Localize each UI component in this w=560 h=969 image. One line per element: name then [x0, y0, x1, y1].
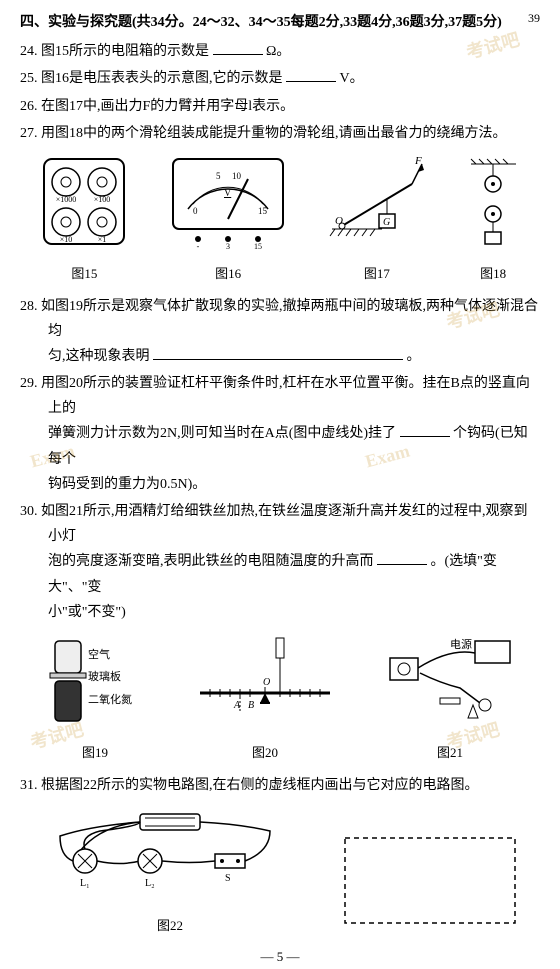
q28-text1: 如图19所示是观察气体扩散现象的实验,撤掉两瓶中间的玻璃板,两种气体逐渐混合均: [41, 299, 538, 339]
fig17-svg: O F G: [327, 154, 427, 249]
fig20-svg: O A B: [190, 633, 340, 728]
svg-text:15: 15: [254, 242, 262, 249]
svg-text:O: O: [335, 215, 343, 227]
q30-blank: [377, 549, 427, 565]
svg-text:10: 10: [232, 171, 242, 181]
fig22-label: 图22: [40, 914, 300, 937]
q27-num: 27.: [20, 126, 38, 141]
svg-text:O: O: [263, 677, 270, 688]
q30-text1: 如图21所示,用酒精灯给细铁丝加热,在铁丝温度逐渐升高并发红的过程中,观察到小灯: [41, 504, 528, 544]
figures-row-1: ×1000 ×100 ×10 ×1 图15 0 5 10 15 V - 3 15…: [20, 154, 540, 286]
q25-blank: [286, 66, 336, 82]
q24-blank: [213, 39, 263, 55]
answer-box-svg: [340, 833, 520, 928]
fig21-label: 图21: [380, 741, 520, 764]
fig16-label: 图16: [168, 262, 288, 285]
question-31: 31. 根据图22所示的实物电路图,在右侧的虚线框内画出与它对应的电路图。: [20, 773, 540, 798]
fig16-svg: 0 5 10 15 V - 3 15: [168, 154, 288, 249]
svg-text:L₁: L₁: [80, 878, 90, 889]
fig18-svg: [466, 154, 521, 249]
q28-blank: [153, 344, 403, 360]
fig20-label: 图20: [190, 741, 340, 764]
svg-text:G: G: [383, 217, 390, 228]
svg-text:0: 0: [193, 206, 198, 216]
svg-text:玻璃板: 玻璃板: [88, 669, 121, 683]
fig17-label: 图17: [327, 262, 427, 285]
q29-text1: 用图20所示的装置验证杠杆平衡条件时,杠杆在水平位置平衡。挂在B点的竖直向上的: [41, 376, 530, 416]
fig19-label: 图19: [40, 741, 150, 764]
question-25: 25. 图16是电压表表头的示意图,它的示数是 V。: [20, 66, 540, 91]
q28-after: 。: [407, 349, 421, 364]
question-26: 26. 在图17中,画出力F的力臂并用字母l表示。: [20, 94, 540, 119]
svg-text:L₂: L₂: [145, 878, 155, 889]
figure-19: 空气 玻璃板 二氧化氮 图19: [40, 633, 150, 765]
svg-text:F: F: [414, 155, 422, 167]
q30-num: 30.: [20, 504, 38, 519]
figure-16: 0 5 10 15 V - 3 15 图16: [168, 154, 288, 286]
question-28: 28. 如图19所示是观察气体扩散现象的实验,撤掉两瓶中间的玻璃板,两种气体逐渐…: [20, 294, 540, 370]
q25-text: 图16是电压表表头的示意图,它的示数是: [41, 71, 283, 86]
svg-text:二氧化氮: 二氧化氮: [88, 692, 132, 706]
q25-unit: V。: [340, 71, 364, 86]
fig15-svg: ×1000 ×100 ×10 ×1: [39, 154, 129, 249]
figures-row-2: 空气 玻璃板 二氧化氮 图19 O A B 图20 电源: [20, 633, 540, 765]
svg-text:空气: 空气: [88, 647, 110, 661]
figure-15: ×1000 ×100 ×10 ×1 图15: [39, 154, 129, 286]
svg-text:电源: 电源: [450, 637, 472, 651]
q26-text: 在图17中,画出力F的力臂并用字母l表示。: [41, 99, 294, 114]
page-top-number: 39: [528, 8, 540, 30]
q31-text: 根据图22所示的实物电路图,在右侧的虚线框内画出与它对应的电路图。: [41, 778, 479, 793]
svg-text:5: 5: [216, 171, 221, 181]
section-header: 四、实验与探究题(共34分。24～32、34～35每题2分,33题4分,36题3…: [20, 10, 540, 35]
q25-num: 25.: [20, 71, 38, 86]
svg-text:3: 3: [226, 242, 230, 249]
figure-17: O F G 图17: [327, 154, 427, 286]
figure-20: O A B 图20: [190, 633, 340, 765]
figure-22: L₁ L₂ S 图22: [40, 806, 300, 938]
svg-text:×10: ×10: [60, 235, 73, 244]
q30-text3: 小"或"不变"): [48, 605, 126, 620]
q24-text: 图15所示的电阻箱的示数是: [41, 44, 209, 59]
svg-text:×1000: ×1000: [56, 195, 77, 204]
svg-text:S: S: [225, 873, 231, 884]
q29-blank: [400, 421, 450, 437]
question-27: 27. 用图18中的两个滑轮组装成能提升重物的滑轮组,请画出最省力的绕绳方法。: [20, 121, 540, 146]
fig18-label: 图18: [466, 262, 521, 285]
svg-text:15: 15: [258, 206, 268, 216]
question-24: 24. 图15所示的电阻箱的示数是 Ω。: [20, 39, 540, 64]
figures-row-3: L₁ L₂ S 图22: [20, 806, 540, 938]
q29-text4: 钩码受到的重力为0.5N)。: [48, 477, 206, 492]
q28-num: 28.: [20, 299, 38, 314]
svg-text:V: V: [224, 188, 232, 199]
q29-num: 29.: [20, 376, 38, 391]
q29-text2: 弹簧测力计示数为2N,则可知当时在A点(图中虚线处)挂了: [48, 426, 396, 441]
question-30: 30. 如图21所示,用酒精灯给细铁丝加热,在铁丝温度逐渐升高并发红的过程中,观…: [20, 499, 540, 625]
figure-18: 图18: [466, 154, 521, 286]
figure-21: 电源 图21: [380, 633, 520, 765]
fig19-svg: 空气 玻璃板 二氧化氮: [40, 633, 150, 728]
fig21-svg: 电源: [380, 633, 520, 728]
fig22-svg: L₁ L₂ S: [40, 806, 300, 901]
svg-text:×1: ×1: [98, 235, 107, 244]
circuit-answer-box: [340, 833, 520, 937]
svg-text:B: B: [248, 700, 254, 711]
page-footer: — 5 —: [20, 945, 540, 968]
svg-text:×100: ×100: [94, 195, 111, 204]
q27-text: 用图18中的两个滑轮组装成能提升重物的滑轮组,请画出最省力的绕绳方法。: [41, 126, 507, 141]
svg-text:-: -: [197, 242, 200, 249]
q31-num: 31.: [20, 778, 38, 793]
q28-text2: 匀,这种现象表明: [48, 349, 150, 364]
question-29: 29. 用图20所示的装置验证杠杆平衡条件时,杠杆在水平位置平衡。挂在B点的竖直…: [20, 371, 540, 497]
q26-num: 26.: [20, 99, 38, 114]
q30-text2: 泡的亮度逐渐变暗,表明此铁丝的电阻随温度的升高而: [48, 554, 374, 569]
q24-num: 24.: [20, 44, 38, 59]
fig15-label: 图15: [39, 262, 129, 285]
q24-unit: Ω。: [266, 44, 290, 59]
